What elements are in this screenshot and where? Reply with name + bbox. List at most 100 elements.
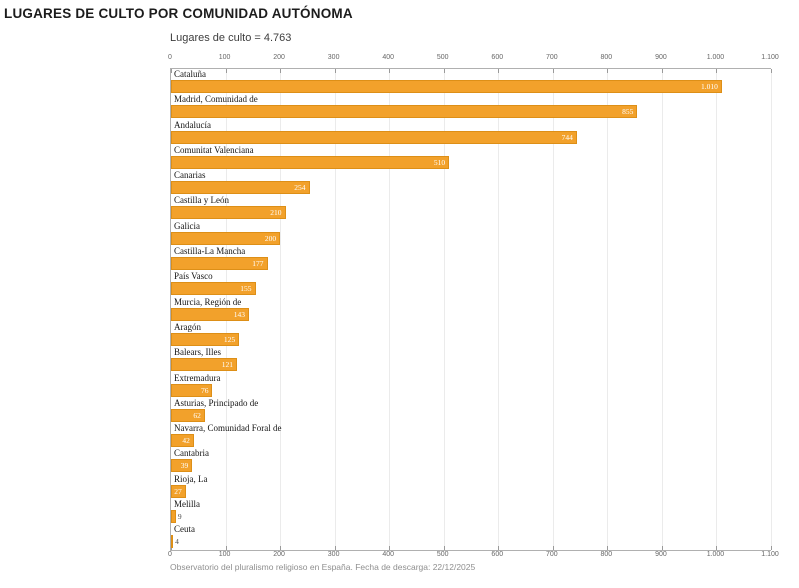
bar-rows: Cataluña 1.010 Madrid, Comunidad de 855 Anda… (171, 69, 771, 550)
x-tick-label: 300 (327, 551, 340, 558)
axis-tick-mark (443, 69, 445, 73)
x-tick-label: 1.000 (706, 54, 725, 61)
x-tick-label: 800 (600, 551, 613, 558)
x-tick-label: 1.100 (761, 54, 779, 61)
bar[interactable]: 510 (171, 155, 450, 169)
bar-value-label: 39 (180, 461, 189, 471)
category-label: Galicia (174, 220, 200, 231)
bar[interactable] (171, 510, 176, 524)
x-tick-label: 900 (655, 54, 667, 61)
axis-tick-mark (280, 546, 282, 550)
gridline (389, 69, 391, 550)
bar-row: Extremadura 76 (171, 373, 771, 398)
bar[interactable]: 210 (171, 206, 286, 220)
bar-row: Murcia, Región de 143 (171, 297, 771, 322)
gridline (498, 69, 500, 550)
x-tick-label: 400 (382, 54, 395, 61)
bar-row: País Vasco 155 (171, 271, 771, 296)
category-label: Asturias, Principado de (174, 397, 259, 408)
bar[interactable]: 200 (171, 231, 281, 245)
axis-tick-mark (334, 69, 336, 73)
x-tick-label: 1.100 (761, 551, 779, 558)
axis-tick-mark (552, 69, 554, 73)
bar[interactable]: 42 (171, 434, 194, 448)
bar-value-label: 200 (264, 233, 277, 243)
axis-tick-mark (661, 546, 663, 550)
x-tick-label: 1.000 (706, 551, 725, 558)
bar[interactable]: 39 (171, 459, 193, 473)
category-label: Canarias (174, 170, 206, 181)
bar[interactable]: 76 (171, 383, 213, 397)
bar-value-label: 254 (294, 183, 306, 193)
category-label: Aragón (174, 321, 201, 332)
bar[interactable]: 155 (171, 282, 256, 296)
x-axis-bottom: 0 100 200 300 400 500 600 700 800 900 1.000 1.100 (168, 551, 779, 563)
category-label: Extremadura (174, 372, 221, 383)
bar-value-label: 9 (177, 512, 182, 522)
bar[interactable]: 62 (171, 408, 205, 422)
bar[interactable]: 121 (171, 358, 237, 372)
gridline (552, 69, 554, 550)
axis-tick-mark (716, 69, 718, 73)
x-tick-label: 800 (600, 54, 613, 61)
gridline (334, 69, 336, 550)
category-label: Murcia, Región de (174, 296, 242, 307)
bar[interactable]: 254 (171, 181, 310, 195)
bar-row: Comunitat Valenciana 510 (171, 145, 771, 170)
x-tick-label: 900 (655, 551, 667, 558)
plot-area: Cataluña 1.010 Madrid, Comunidad de 855 Anda… (170, 68, 772, 551)
bar[interactable]: 1.010 (171, 80, 722, 93)
axis-tick-mark (280, 69, 282, 73)
x-tick-label: 200 (273, 54, 285, 61)
axis-tick-mark (661, 69, 663, 73)
axis-tick-mark (389, 546, 391, 550)
bar-row: Aragón 125 (171, 322, 771, 347)
x-tick-label: 0 (168, 551, 172, 558)
category-label: Madrid, Comunidad de (174, 94, 258, 105)
x-tick-label: 400 (382, 551, 395, 558)
bar-row: Melilla 9 (171, 499, 771, 524)
bar-value-label: 62 (193, 410, 201, 420)
bar[interactable]: 143 (171, 307, 249, 321)
gridline (607, 69, 609, 550)
category-label: Navarra, Comunidad Foral de (174, 423, 282, 434)
bar-row: Castilla-La Mancha 177 (171, 246, 771, 271)
category-label: Comunitat Valenciana (174, 144, 254, 155)
bar[interactable]: 744 (171, 130, 577, 144)
bar[interactable]: 855 (171, 105, 638, 119)
category-label: Castilla y León (174, 195, 229, 206)
bar-row: Andalucía 744 (171, 120, 771, 145)
bar-row: Castilla y León 210 (171, 195, 771, 220)
axis-tick-mark (171, 69, 172, 73)
axis-tick-mark (225, 546, 227, 550)
axis-tick-mark (389, 69, 391, 73)
gridline (280, 69, 282, 550)
category-label: Balears, Illes (174, 347, 221, 358)
bar-value-label: 4 (175, 537, 179, 547)
bar[interactable]: 125 (171, 332, 240, 346)
bar[interactable]: 177 (171, 257, 268, 271)
x-tick-label: 500 (436, 551, 449, 558)
category-label: País Vasco (174, 271, 213, 282)
chart-title: LUGARES DE CULTO POR COMUNIDAD AUTÓNOMA (4, 6, 353, 21)
bar-value-label: 210 (270, 208, 282, 218)
x-tick-label: 200 (273, 551, 285, 558)
bar[interactable] (171, 535, 174, 549)
x-tick-label: 300 (327, 54, 340, 61)
axis-tick-mark (225, 69, 227, 73)
axis-tick-mark (498, 69, 500, 73)
x-tick-label: 700 (545, 54, 558, 61)
axis-tick-mark (716, 546, 718, 550)
axis-tick-mark (334, 546, 336, 550)
bar[interactable]: 27 (171, 484, 186, 498)
gridline (771, 69, 772, 550)
axis-tick-mark (552, 546, 554, 550)
axis-tick-mark (771, 69, 772, 73)
axis-tick-mark (443, 546, 445, 550)
category-label: Castilla-La Mancha (174, 246, 246, 257)
category-label: Cataluña (174, 69, 206, 79)
bar-value-label: 125 (223, 334, 236, 344)
x-tick-label: 600 (491, 54, 504, 61)
gridline (443, 69, 445, 550)
